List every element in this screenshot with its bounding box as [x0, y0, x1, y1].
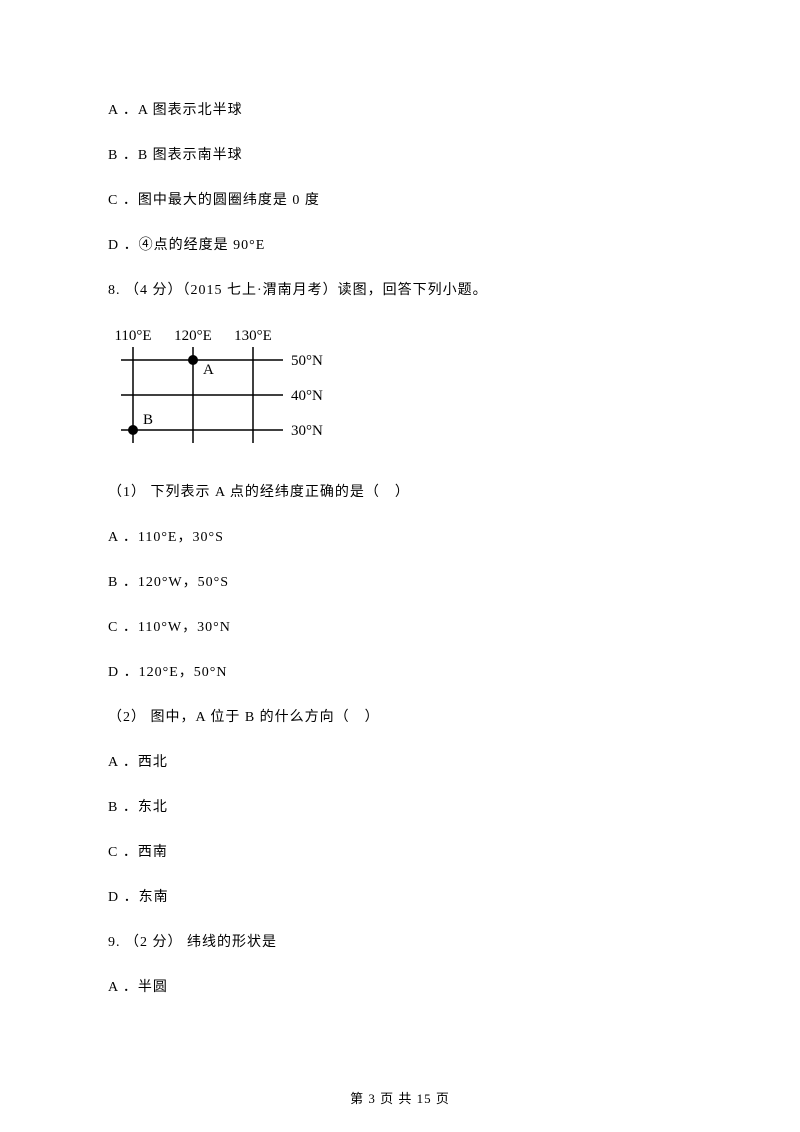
q8-sub1-option-b: B ．120°W，50°S [108, 572, 692, 593]
svg-text:120°E: 120°E [174, 328, 212, 344]
svg-text:30°N: 30°N [291, 423, 323, 439]
q8-sub1-option-c: C ．110°W，30°N [108, 617, 692, 638]
q8-sub2-option-a: A ．西北 [108, 752, 692, 773]
q8-sub2-option-b: B ．东北 [108, 797, 692, 818]
q8-sub2-stem: （2） 图中，A 位于 B 的什么方向（ ） [108, 707, 692, 728]
svg-text:B: B [143, 412, 153, 428]
page-footer: 第 3 页 共 15 页 [0, 1089, 800, 1109]
q7-option-d: D ．④点的经度是 90°E [108, 235, 692, 256]
q8-diagram: 110°E 120°E 130°E 50°N 40°N 30°N A B [108, 325, 692, 462]
svg-text:A: A [203, 362, 214, 378]
q8-sub2-option-c: C ．西南 [108, 842, 692, 863]
q7-option-a: A ．A 图表示北半球 [108, 100, 692, 121]
q9-option-a: A ．半圆 [108, 977, 692, 998]
svg-text:50°N: 50°N [291, 353, 323, 369]
q8-sub1-option-d: D ．120°E，50°N [108, 662, 692, 683]
q7-option-c: C ．图中最大的圆圈纬度是 0 度 [108, 190, 692, 211]
q8-stem: 8. （4 分）（2015 七上·渭南月考）读图，回答下列小题。 [108, 280, 692, 301]
svg-text:110°E: 110°E [114, 328, 151, 344]
q8-sub1-option-a: A ．110°E，30°S [108, 527, 692, 548]
q7-option-b: B ．B 图表示南半球 [108, 145, 692, 166]
q8-sub1-stem: （1） 下列表示 A 点的经纬度正确的是（ ） [108, 482, 692, 503]
svg-text:40°N: 40°N [291, 388, 323, 404]
q8-sub2-option-d: D ．东南 [108, 887, 692, 908]
q9-stem: 9. （2 分） 纬线的形状是 [108, 932, 692, 953]
svg-text:130°E: 130°E [234, 328, 272, 344]
